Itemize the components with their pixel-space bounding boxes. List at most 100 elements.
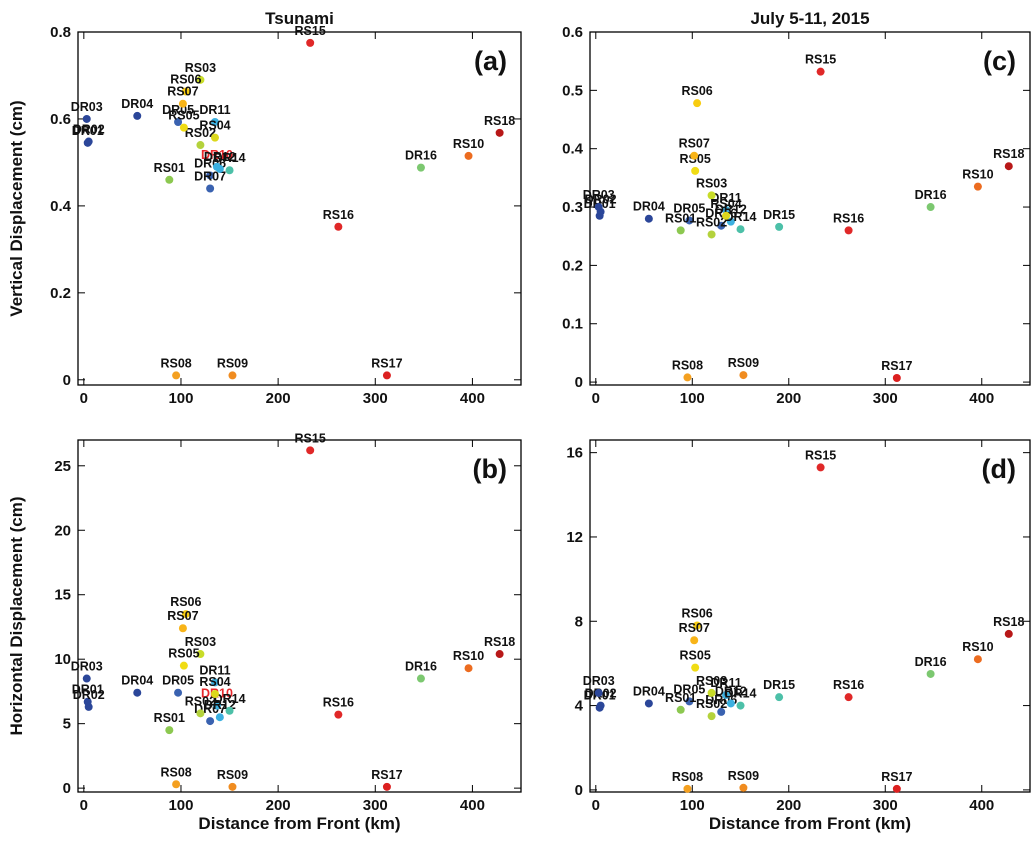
- point-label: RS07: [679, 621, 710, 635]
- data-point: [206, 184, 215, 193]
- data-point: [306, 38, 315, 47]
- point-label: DR14: [214, 692, 246, 706]
- y-axis-label: Vertical Displacement (cm): [7, 100, 26, 316]
- data-point: [736, 225, 745, 234]
- y-tick-label: 5: [63, 716, 71, 733]
- x-tick-label: 400: [969, 390, 994, 407]
- point-label: DR14: [725, 210, 757, 224]
- data-point: [174, 688, 183, 697]
- data-point: [82, 674, 91, 683]
- data-point: [707, 191, 716, 200]
- point-label: RS16: [833, 211, 864, 225]
- point-label: DR16: [405, 149, 437, 163]
- point-label: DR15: [763, 208, 795, 222]
- y-tick-label: 0.6: [50, 111, 71, 128]
- point-label: RS06: [170, 73, 201, 87]
- data-point: [726, 217, 735, 226]
- data-point: [206, 171, 215, 180]
- x-tick-label: 100: [168, 797, 193, 814]
- panel: 0 100 200 300 400 0 5 10 15 20 25 (b) Distance from …: [7, 431, 522, 833]
- y-tick-label: 0.8: [50, 24, 71, 41]
- point-label: RS01: [154, 161, 185, 175]
- point-label: RS10: [453, 137, 484, 151]
- data-point: [690, 151, 699, 160]
- y-tick-label: 0: [575, 374, 583, 391]
- data-point: [926, 669, 935, 678]
- point-label: DR10: [201, 148, 233, 162]
- data-point: [174, 117, 183, 126]
- x-tick-label: 200: [776, 797, 801, 814]
- point-label: DR12: [715, 203, 747, 217]
- x-tick-label: 0: [592, 797, 600, 814]
- panel-label: (d): [982, 454, 1016, 484]
- y-tick-label: 15: [54, 587, 71, 604]
- point-label: DR04: [633, 200, 665, 214]
- plot-frame: [77, 439, 522, 793]
- data-point: [707, 712, 716, 721]
- data-point: [334, 710, 343, 719]
- plot-frame: [589, 31, 1031, 386]
- y-tick-label: 16: [566, 445, 583, 462]
- y-tick-label: 0.2: [562, 257, 583, 274]
- x-tick-label: 200: [776, 390, 801, 407]
- point-label: RS15: [295, 24, 326, 38]
- x-tick-label: 0: [592, 390, 600, 407]
- y-tick-label: 20: [54, 522, 71, 539]
- data-point: [84, 137, 93, 146]
- data-point: [181, 610, 190, 619]
- point-label: RS10: [453, 649, 484, 663]
- point-label: RS06: [170, 595, 201, 609]
- panel: 0 100 200 300 400 0 0.2 0.4 0.6 0.8 Tsunami (a) Vert…: [7, 9, 522, 407]
- point-label: RS04: [199, 119, 230, 133]
- point-label: RS05: [168, 109, 199, 123]
- point-label: RS01: [665, 691, 696, 705]
- x-tick-label: 300: [363, 390, 388, 407]
- point-label: DR02: [585, 193, 617, 207]
- point-label: RS18: [993, 147, 1024, 161]
- point-label: DR03: [71, 100, 103, 114]
- y-tick-label: 0.6: [562, 24, 583, 41]
- x-tick-label: 300: [363, 797, 388, 814]
- data-point: [165, 175, 174, 184]
- data-point: [416, 163, 425, 172]
- point-label: DR11: [199, 103, 230, 117]
- data-point: [685, 216, 694, 225]
- point-label: RS09: [217, 768, 248, 782]
- point-label: RS03: [696, 176, 727, 190]
- data-point: [306, 446, 315, 455]
- x-tick-label: 400: [969, 797, 994, 814]
- data-point: [495, 128, 504, 137]
- point-label: DR16: [405, 660, 437, 674]
- data-point: [722, 205, 731, 214]
- x-tick-label: 0: [80, 390, 88, 407]
- data-point: [676, 705, 685, 714]
- data-point: [707, 688, 716, 697]
- data-point: [196, 141, 205, 150]
- point-label: RS18: [993, 615, 1024, 629]
- y-tick-label: 0.1: [562, 316, 583, 333]
- point-label: DR01: [72, 124, 104, 138]
- data-point: [228, 371, 237, 380]
- data-point: [717, 221, 726, 230]
- y-tick-label: 8: [575, 613, 583, 630]
- y-tick-label: 10: [54, 651, 71, 668]
- data-point: [212, 701, 221, 710]
- y-tick-label: 0.3: [562, 199, 583, 216]
- y-tick-label: 0: [575, 782, 583, 799]
- panel-label: (a): [474, 46, 507, 76]
- data-point: [691, 663, 700, 672]
- point-label: RS05: [680, 649, 711, 663]
- data-point: [596, 701, 605, 710]
- point-label: DR05: [673, 201, 705, 215]
- point-label: RS08: [160, 765, 191, 779]
- point-label: RS08: [672, 770, 703, 784]
- point-label: RS03: [185, 61, 216, 75]
- y-tick-label: 0.5: [562, 82, 583, 99]
- x-tick-label: 300: [873, 390, 898, 407]
- plot-frame: [589, 439, 1031, 793]
- data-point: [722, 211, 731, 220]
- data-point: [165, 726, 174, 735]
- point-label: RS10: [962, 640, 993, 654]
- data-point: [739, 371, 748, 380]
